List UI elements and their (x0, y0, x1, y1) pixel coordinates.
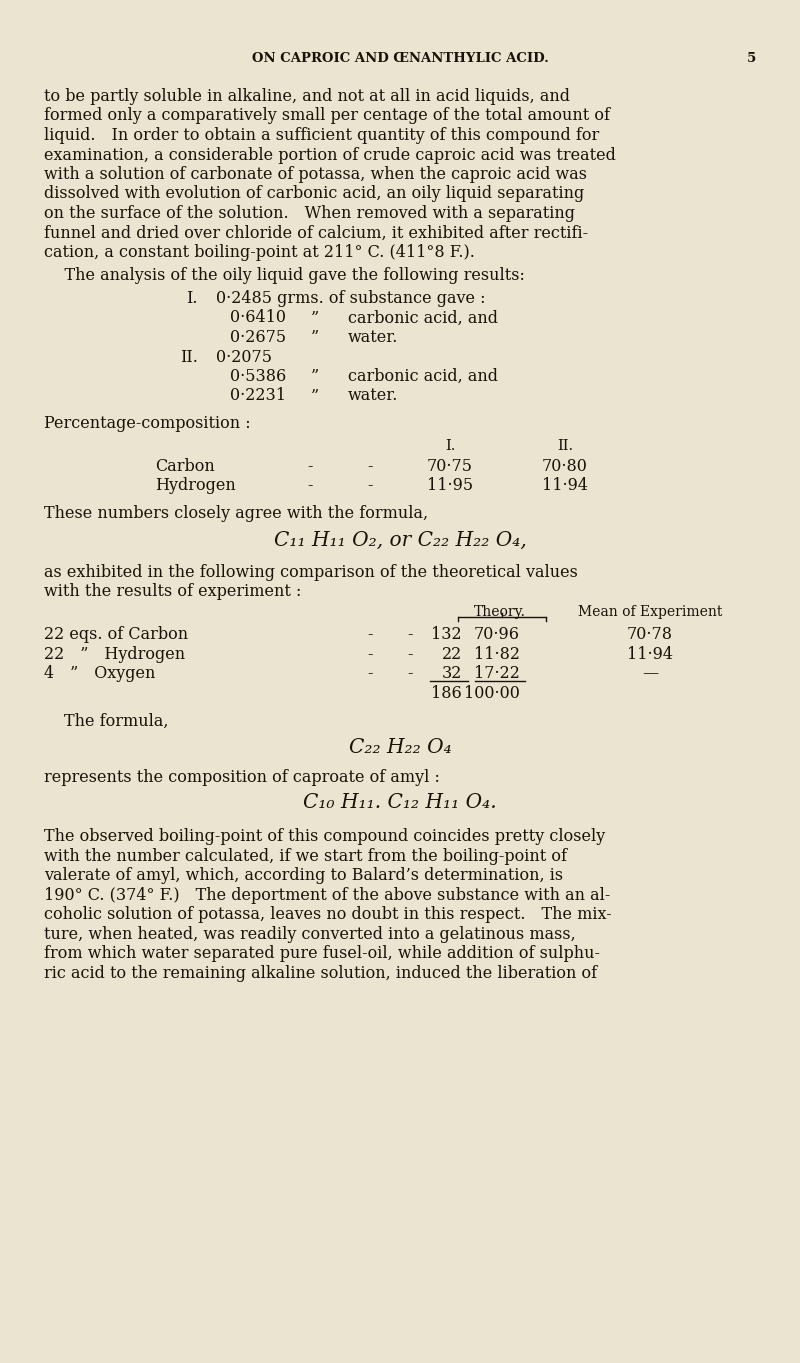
Text: on the surface of the solution.  When removed with a separating: on the surface of the solution. When rem… (44, 204, 575, 222)
Text: represents the composition of caproate of amyl :: represents the composition of caproate o… (44, 770, 440, 786)
Text: These numbers closely agree with the formula,: These numbers closely agree with the for… (44, 506, 428, 522)
Text: 70·78: 70·78 (627, 627, 673, 643)
Text: -: - (367, 458, 373, 474)
Text: -: - (407, 646, 413, 662)
Text: C₂₂ H₂₂ O₄: C₂₂ H₂₂ O₄ (349, 737, 451, 756)
Text: ”: ” (311, 387, 319, 405)
Text: dissolved with evolution of carbonic acid, an oily liquid separating: dissolved with evolution of carbonic aci… (44, 185, 584, 203)
Text: 0·2231: 0·2231 (230, 387, 286, 405)
Text: 70·96: 70·96 (474, 627, 520, 643)
Text: 70·75: 70·75 (427, 458, 473, 474)
Text: 186: 186 (431, 686, 462, 702)
Text: with a solution of carbonate of potassa, when the caproic acid was: with a solution of carbonate of potassa,… (44, 166, 587, 183)
Text: carbonic acid, and: carbonic acid, and (348, 309, 498, 327)
Text: Theory.: Theory. (474, 605, 526, 619)
Text: The analysis of the oily liquid gave the following results:: The analysis of the oily liquid gave the… (44, 267, 525, 284)
Text: 11·94: 11·94 (542, 477, 588, 495)
Text: ”: ” (311, 309, 319, 327)
Text: II.: II. (180, 349, 198, 365)
Text: -: - (407, 627, 413, 643)
Text: The formula,: The formula, (64, 713, 169, 729)
Text: ”: ” (311, 328, 319, 346)
Text: 0·2075: 0·2075 (216, 349, 272, 365)
Text: carbonic acid, and: carbonic acid, and (348, 368, 498, 384)
Text: cation, a constant boiling-point at 211° C. (411°8 F.).: cation, a constant boiling-point at 211°… (44, 244, 475, 260)
Text: Percentage-composition :: Percentage-composition : (44, 414, 250, 432)
Text: 22 eqs. of Carbon: 22 eqs. of Carbon (44, 627, 188, 643)
Text: ture, when heated, was readily converted into a gelatinous mass,: ture, when heated, was readily converted… (44, 925, 576, 943)
Text: 0·6410: 0·6410 (230, 309, 286, 327)
Text: I.: I. (445, 439, 455, 453)
Text: 5: 5 (746, 52, 756, 65)
Text: liquid.  In order to obtain a sufficient quantity of this compound for: liquid. In order to obtain a sufficient … (44, 127, 599, 144)
Text: Hydrogen: Hydrogen (155, 477, 236, 495)
Text: 11·82: 11·82 (474, 646, 520, 662)
Text: valerate of amyl, which, according to Balard’s determination, is: valerate of amyl, which, according to Ba… (44, 867, 563, 885)
Text: ”: ” (311, 368, 319, 384)
Text: C₁₀ H₁₁. C₁₂ H₁₁ O₄.: C₁₀ H₁₁. C₁₂ H₁₁ O₄. (303, 793, 497, 812)
Text: II.: II. (557, 439, 573, 453)
Text: 22: 22 (442, 646, 462, 662)
Text: formed only a comparatively small per centage of the total amount of: formed only a comparatively small per ce… (44, 108, 610, 124)
Text: as exhibited in the following comparison of the theoretical values: as exhibited in the following comparison… (44, 564, 578, 581)
Text: with the results of experiment :: with the results of experiment : (44, 583, 302, 601)
Text: 70·80: 70·80 (542, 458, 588, 474)
Text: coholic solution of potassa, leaves no doubt in this respect.  The mix-: coholic solution of potassa, leaves no d… (44, 906, 612, 924)
Text: 190° C. (374° F.)  The deportment of the above substance with an al-: 190° C. (374° F.) The deportment of the … (44, 887, 610, 904)
Text: 11·95: 11·95 (427, 477, 473, 495)
Text: -: - (307, 477, 313, 495)
Text: ric acid to the remaining alkaline solution, induced the liberation of: ric acid to the remaining alkaline solut… (44, 965, 597, 981)
Text: -: - (367, 477, 373, 495)
Text: -: - (407, 665, 413, 683)
Text: -: - (367, 646, 373, 662)
Text: -: - (307, 458, 313, 474)
Text: 32: 32 (442, 665, 462, 683)
Text: 17·22: 17·22 (474, 665, 520, 683)
Text: Mean of Experiment: Mean of Experiment (578, 605, 722, 619)
Text: Carbon: Carbon (155, 458, 214, 474)
Text: from which water separated pure fusel-oil, while addition of sulphu-: from which water separated pure fusel-oi… (44, 946, 600, 962)
Text: C₁₁ H₁₁ O₂, or C₂₂ H₂₂ O₄,: C₁₁ H₁₁ O₂, or C₂₂ H₂₂ O₄, (274, 530, 526, 549)
Text: 100·00: 100·00 (464, 686, 520, 702)
Text: 0·2675: 0·2675 (230, 328, 286, 346)
Text: with the number calculated, if we start from the boiling-point of: with the number calculated, if we start … (44, 848, 567, 866)
Text: 0·2485 grms. of substance gave :: 0·2485 grms. of substance gave : (216, 290, 486, 307)
Text: water.: water. (348, 328, 398, 346)
Text: 132: 132 (431, 627, 462, 643)
Text: to be partly soluble in alkaline, and not at all in acid liquids, and: to be partly soluble in alkaline, and no… (44, 89, 570, 105)
Text: funnel and dried over chloride of calcium, it exhibited after rectifi-: funnel and dried over chloride of calciu… (44, 225, 588, 241)
Text: I.: I. (186, 290, 198, 307)
Text: 11·94: 11·94 (627, 646, 673, 662)
Text: 4 ” Oxygen: 4 ” Oxygen (44, 665, 155, 683)
Text: -: - (367, 665, 373, 683)
Text: 0·5386: 0·5386 (230, 368, 286, 384)
Text: —: — (642, 665, 658, 683)
Text: -: - (367, 627, 373, 643)
Text: ON CAPROIC AND ŒNANTHYLIC ACID.: ON CAPROIC AND ŒNANTHYLIC ACID. (251, 52, 549, 65)
Text: The observed boiling-point of this compound coincides pretty closely: The observed boiling-point of this compo… (44, 829, 606, 845)
Text: examination, a considerable portion of crude caproic acid was treated: examination, a considerable portion of c… (44, 146, 616, 164)
Text: 22 ” Hydrogen: 22 ” Hydrogen (44, 646, 185, 662)
Text: water.: water. (348, 387, 398, 405)
